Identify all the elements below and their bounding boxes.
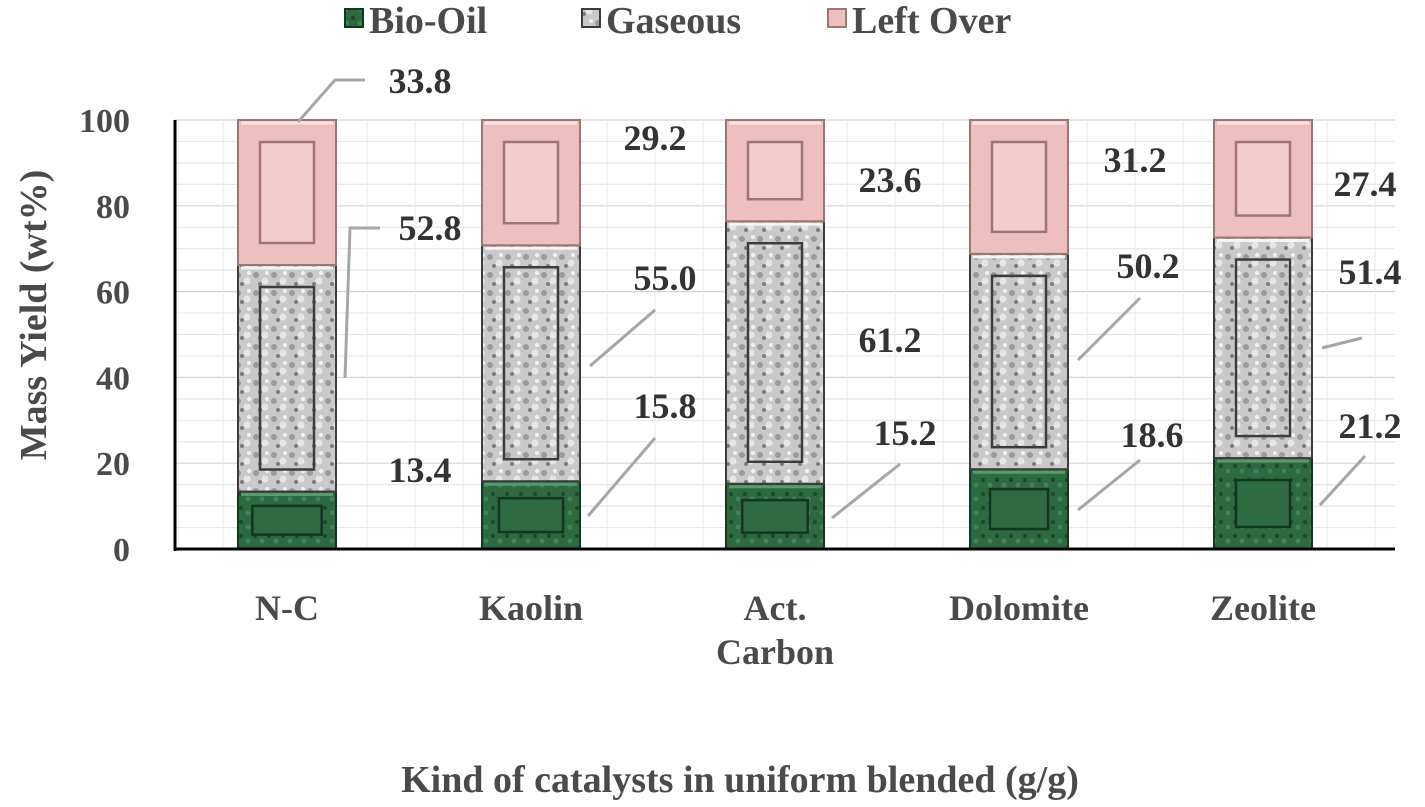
bio-oil-segment (725, 482, 825, 550)
y-axis-title: Mass Yield (wt%) (13, 170, 55, 461)
leader-line (1318, 454, 1367, 507)
left-over-segment-bevel (746, 140, 804, 201)
bio-oil-segment-bevel (741, 498, 809, 534)
data-labels: 13.4 52.8 33.8 15.8 55.0 29.2 15.2 61.2 23.6 18.6… (296, 61, 1402, 520)
gaseous-segment (969, 252, 1069, 471)
bio-oil-segment (1213, 457, 1313, 550)
x-category-label: Carbon (716, 632, 834, 672)
bio-oil-segment-bevel (988, 487, 1050, 531)
data-label: 15.2 (874, 413, 937, 453)
bio-oil-segment-bevel (497, 496, 565, 534)
gaseous-segment-bevel (502, 266, 560, 461)
bio-oil-segment-bevel (1234, 478, 1292, 529)
gaseous-segment-bevel (746, 241, 804, 464)
left-over-segment-bevel (258, 140, 316, 245)
leader-line (296, 78, 365, 123)
x-category-label: Dolomite (949, 588, 1089, 628)
data-label: 31.2 (1104, 140, 1167, 180)
gaseous-segment (481, 244, 581, 483)
data-label: 55.0 (634, 258, 697, 298)
gaseous-segment (237, 264, 337, 493)
x-category-label: N-C (255, 588, 319, 628)
bio-oil-segment (969, 468, 1069, 550)
data-label: 23.6 (859, 160, 922, 200)
gaseous-segment-bevel (258, 285, 316, 471)
gaseous-segment-bevel (1234, 258, 1292, 438)
bars (237, 119, 1313, 551)
legend-item: Gaseous (581, 0, 741, 42)
left-over-segment (969, 119, 1069, 255)
y-tick-label: 100 (79, 103, 130, 140)
y-tick-label: 80 (96, 189, 130, 226)
data-label: 15.8 (634, 386, 697, 426)
gaseous-segment-bevel (990, 274, 1048, 449)
data-label: 61.2 (859, 320, 922, 360)
data-label: 29.2 (624, 118, 687, 158)
x-category-label: Zeolite (1210, 588, 1316, 628)
left-over-segment-bevel (990, 140, 1048, 234)
x-category-label: Kaolin (479, 588, 583, 628)
bio-oil-segment (481, 480, 581, 550)
y-tick-label: 40 (96, 360, 130, 397)
leader-line (1077, 458, 1141, 512)
legend-label: Left Over (852, 0, 1011, 42)
legend-label: Gaseous (606, 0, 741, 42)
gaseous-segment (1213, 236, 1313, 460)
left-over-segment-bevel (502, 140, 560, 225)
left-over-segment (237, 119, 337, 267)
data-label: 50.2 (1117, 246, 1180, 286)
left-over-segment (481, 119, 581, 247)
leader-line (831, 462, 901, 520)
leader-line (343, 226, 380, 379)
legend-label: Bio-Oil (369, 0, 487, 42)
data-label: 52.8 (399, 208, 462, 248)
left-over-segment-bevel (1234, 140, 1292, 217)
y-tick-label: 60 (96, 275, 130, 312)
data-label: 51.4 (1339, 252, 1402, 292)
leader-line (1321, 336, 1363, 350)
left-over-segment (1213, 119, 1313, 239)
left-over-segment (725, 119, 825, 223)
legend-item: Left Over (827, 0, 1011, 42)
leader-line (586, 437, 657, 517)
axes: 0 20 40 60 80 100 N-C Kaolin Act.Carbon Dolomite Z… (13, 103, 1395, 801)
bio-oil-segment (237, 490, 337, 551)
legend-swatch (344, 8, 364, 28)
data-label: 33.8 (389, 61, 452, 101)
legend-swatch (827, 8, 847, 28)
x-axis-title: Kind of catalysts in uniform blended (g/… (401, 759, 1079, 801)
gaseous-segment (725, 220, 825, 485)
y-tick-label: 20 (96, 446, 130, 483)
legend: Bio-Oil Gaseous Left Over (344, 0, 1011, 42)
leader-line (589, 308, 656, 368)
leader-line (1076, 296, 1142, 362)
legend-item: Bio-Oil (344, 0, 487, 42)
data-label: 18.6 (1121, 415, 1184, 455)
bio-oil-segment-bevel (251, 504, 323, 536)
data-label: 21.2 (1339, 406, 1402, 446)
x-category-label: Act. (744, 588, 807, 628)
data-label: 27.4 (1334, 164, 1397, 204)
legend-swatch (581, 8, 601, 28)
data-label: 13.4 (389, 450, 452, 490)
y-tick-label: 0 (113, 532, 130, 569)
